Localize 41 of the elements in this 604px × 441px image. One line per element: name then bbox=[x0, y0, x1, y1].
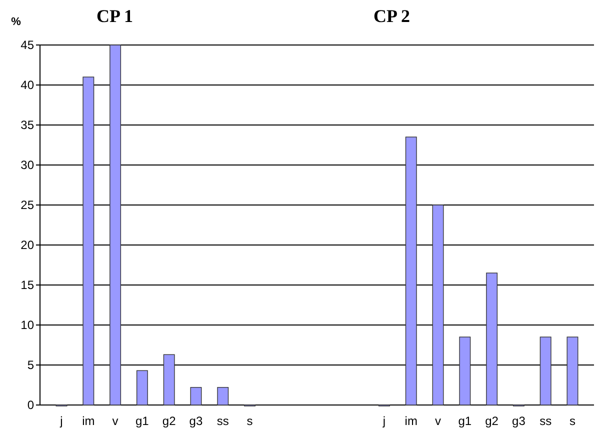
x-tick-label: im bbox=[404, 414, 418, 428]
y-tick-label: 15 bbox=[20, 278, 34, 292]
bar bbox=[540, 336, 552, 406]
bar bbox=[432, 204, 444, 406]
bar bbox=[405, 136, 417, 406]
bar bbox=[190, 387, 202, 406]
bar bbox=[163, 354, 175, 406]
y-tick-label: 40 bbox=[20, 78, 34, 92]
bar bbox=[217, 387, 229, 406]
x-tick-label: g3 bbox=[189, 414, 203, 428]
x-tick-label: j bbox=[59, 414, 63, 428]
y-tick-label: 0 bbox=[27, 398, 34, 412]
bar bbox=[459, 336, 471, 406]
x-tick-label: ss bbox=[540, 414, 552, 428]
x-tick-label: g1 bbox=[458, 414, 472, 428]
y-tick-label: 30 bbox=[20, 158, 34, 172]
x-tick-label: g2 bbox=[162, 414, 176, 428]
x-tick-label: s bbox=[569, 414, 576, 428]
bar bbox=[136, 370, 148, 406]
x-tick-label: g3 bbox=[512, 414, 526, 428]
x-tick-label: v bbox=[435, 414, 442, 428]
bar bbox=[566, 336, 578, 406]
x-tick-label: g1 bbox=[136, 414, 150, 428]
x-tick-label: im bbox=[82, 414, 95, 428]
y-tick-label: 5 bbox=[27, 358, 34, 372]
y-tick-label: 20 bbox=[20, 238, 34, 252]
bar bbox=[486, 272, 498, 406]
x-tick-label: j bbox=[382, 414, 386, 428]
y-tick-label: 35 bbox=[20, 118, 34, 132]
bar bbox=[82, 76, 94, 406]
text: CP 1 bbox=[96, 6, 134, 26]
x-tick-label: ss bbox=[216, 414, 229, 428]
x-tick-label: g2 bbox=[485, 414, 499, 428]
y-tick-label: 25 bbox=[20, 198, 34, 212]
x-tick-label: v bbox=[112, 414, 118, 428]
x-tick-label: s bbox=[246, 414, 253, 428]
text: CP 2 bbox=[374, 6, 410, 26]
bar bbox=[110, 44, 122, 406]
y-tick-label: 10 bbox=[20, 318, 34, 332]
y-tick-label: 45 bbox=[20, 38, 34, 52]
y-axis-title: % bbox=[11, 16, 22, 28]
